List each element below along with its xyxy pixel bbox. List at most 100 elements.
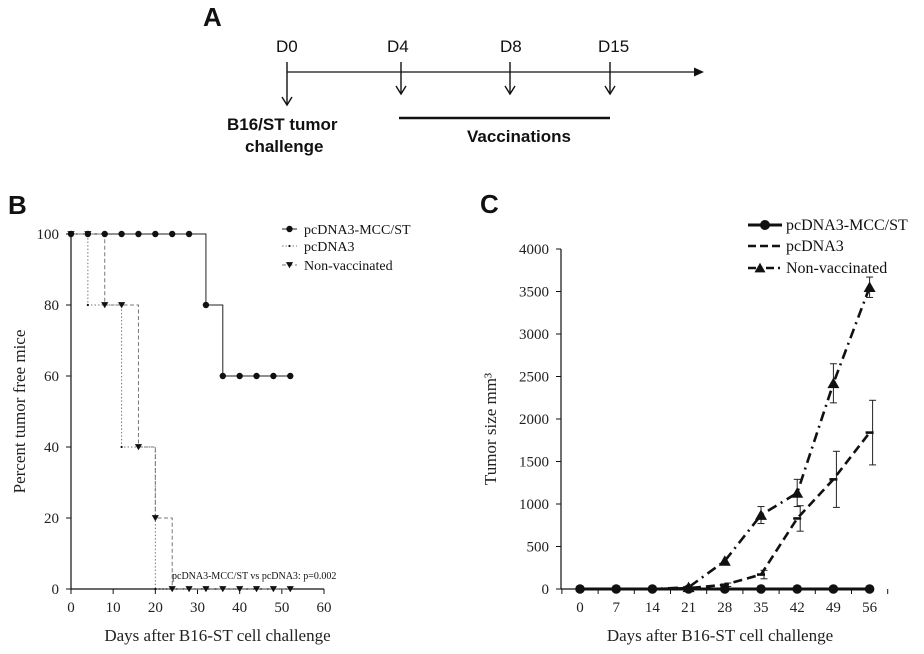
point-1-1 — [86, 303, 89, 307]
legend-label-2: Non-vaccinated — [786, 260, 887, 277]
y-tick-label: 500 — [527, 540, 550, 556]
panel-a-letter: A — [203, 2, 222, 32]
point-2-0 — [67, 231, 75, 238]
point-2-5 — [755, 509, 767, 520]
timeline-day-0: D0 — [276, 37, 298, 56]
series-line-2 — [71, 233, 291, 590]
x-tick-label: 28 — [717, 600, 732, 616]
series-line-1 — [71, 233, 291, 590]
point-2-7 — [827, 377, 840, 389]
survival-chart: 0 20 40 60 80 100 0 10 20 30 40 50 60 Days after B16-… — [10, 223, 411, 645]
point-0-10 — [236, 372, 243, 380]
point-0-4 — [720, 584, 730, 594]
y-tick-label: 20 — [44, 511, 59, 527]
x-tick-label: 10 — [106, 600, 121, 616]
timeline-arrow-d8 — [504, 62, 516, 96]
legend-label-0: pcDNA3-MCC/ST — [304, 223, 411, 238]
y-axis-title: Tumor size mm³ — [481, 373, 500, 485]
x-tick-label: 42 — [790, 600, 805, 616]
point-2-13 — [286, 586, 294, 593]
x-tick-label: 14 — [645, 600, 661, 616]
x-tick-label: 49 — [826, 600, 841, 616]
point-0-3 — [118, 230, 125, 238]
panel-b-letter: B — [8, 190, 27, 220]
point-0-5 — [756, 584, 766, 594]
point-0-5 — [152, 230, 159, 238]
significance-annotation: pcDNA3-MCC/ST vs pcDNA3: p=0.002 — [172, 571, 336, 582]
vaccinations-label: Vaccinations — [467, 127, 571, 146]
point-2-8 — [202, 586, 210, 593]
challenge-label-line1: B16/ST tumor — [227, 115, 338, 134]
point-0-4 — [135, 230, 142, 238]
legend-marker-0 — [760, 220, 770, 230]
panel-c: C 0 500 1000 1500 2000 2500 3000 3500 4000 0 7 14 21… — [480, 189, 908, 645]
y-tick-label: 2500 — [519, 370, 549, 386]
x-tick-label: 0 — [67, 600, 75, 616]
panel-b: B 0 20 40 60 80 100 0 10 20 30 40 50 60 Days after B1… — [8, 190, 411, 645]
point-2-10 — [236, 586, 244, 593]
point-0-8 — [864, 584, 875, 594]
series-line-0 — [71, 233, 291, 377]
point-2-5 — [151, 515, 159, 522]
challenge-label-line2: challenge — [245, 137, 323, 156]
x-tick-label: 56 — [862, 600, 878, 616]
x-axis-title: Days after B16-ST cell challenge — [104, 626, 330, 645]
point-0-6 — [169, 230, 176, 238]
y-tick-label: 100 — [37, 227, 60, 243]
y-tick-label: 3500 — [519, 285, 549, 301]
x-tick-label: 50 — [274, 600, 289, 616]
point-1-5 — [154, 587, 157, 591]
point-2-6 — [791, 487, 804, 498]
point-2-12 — [269, 586, 277, 593]
panel-a: A D0 D4 D8 D15 B16/ST tumor challenge Va… — [203, 2, 704, 156]
y-tick-label: 4000 — [519, 242, 549, 258]
timeline-day-4: D4 — [387, 37, 409, 56]
y-tick-label: 0 — [52, 582, 60, 598]
point-2-3 — [682, 581, 695, 593]
legend-label-2: Non-vaccinated — [304, 259, 393, 274]
x-axis-title: Days after B16-ST cell challenge — [607, 626, 833, 645]
point-0-6 — [792, 584, 802, 594]
timeline-day-15: D15 — [598, 37, 629, 56]
x-tick-label: 0 — [576, 600, 584, 616]
point-2-3 — [118, 302, 126, 309]
timeline-arrow-d0 — [281, 62, 293, 107]
y-tick-label: 80 — [44, 298, 59, 314]
point-0-7 — [828, 584, 839, 594]
x-tick-label: 30 — [190, 600, 205, 616]
point-2-8 — [863, 281, 876, 293]
tumor-size-chart: 0 500 1000 1500 2000 2500 3000 3500 4000 0 7 14 21 28… — [481, 217, 908, 645]
point-2-4 — [718, 555, 731, 566]
y-tick-label: 2000 — [519, 412, 549, 428]
x-tick-label: 35 — [754, 600, 769, 616]
y-axis-title: Percent tumor free mice — [10, 330, 29, 494]
legend-marker-2 — [285, 262, 294, 269]
point-0-2 — [101, 230, 108, 238]
y-tick-label: 40 — [44, 440, 59, 456]
y-tick-label: 0 — [542, 582, 550, 598]
x-tick-label: 40 — [232, 600, 247, 616]
legend-label-1: pcDNA3 — [304, 240, 355, 255]
point-2-4 — [134, 444, 143, 451]
timeline-arrow-d15 — [604, 62, 616, 96]
point-0-12 — [270, 372, 277, 380]
series-line-2 — [580, 286, 871, 591]
point-0-9 — [219, 372, 226, 380]
point-0-13 — [287, 372, 294, 380]
point-0-8 — [202, 301, 210, 309]
legend-marker-2 — [754, 262, 766, 273]
point-2-11 — [252, 586, 261, 593]
point-0-11 — [253, 372, 260, 380]
point-2-7 — [185, 586, 193, 593]
point-2-1 — [84, 231, 92, 238]
x-tick-label: 7 — [612, 600, 620, 616]
timeline-day-8: D8 — [500, 37, 522, 56]
point-1-3 — [120, 445, 123, 449]
legend-marker-0 — [286, 225, 293, 233]
x-tick-label: 20 — [148, 600, 163, 616]
x-tick-label: 60 — [317, 600, 332, 616]
y-tick-label: 1500 — [519, 455, 549, 471]
x-tick-label: 21 — [681, 600, 696, 616]
timeline-arrow-d4 — [395, 62, 407, 96]
